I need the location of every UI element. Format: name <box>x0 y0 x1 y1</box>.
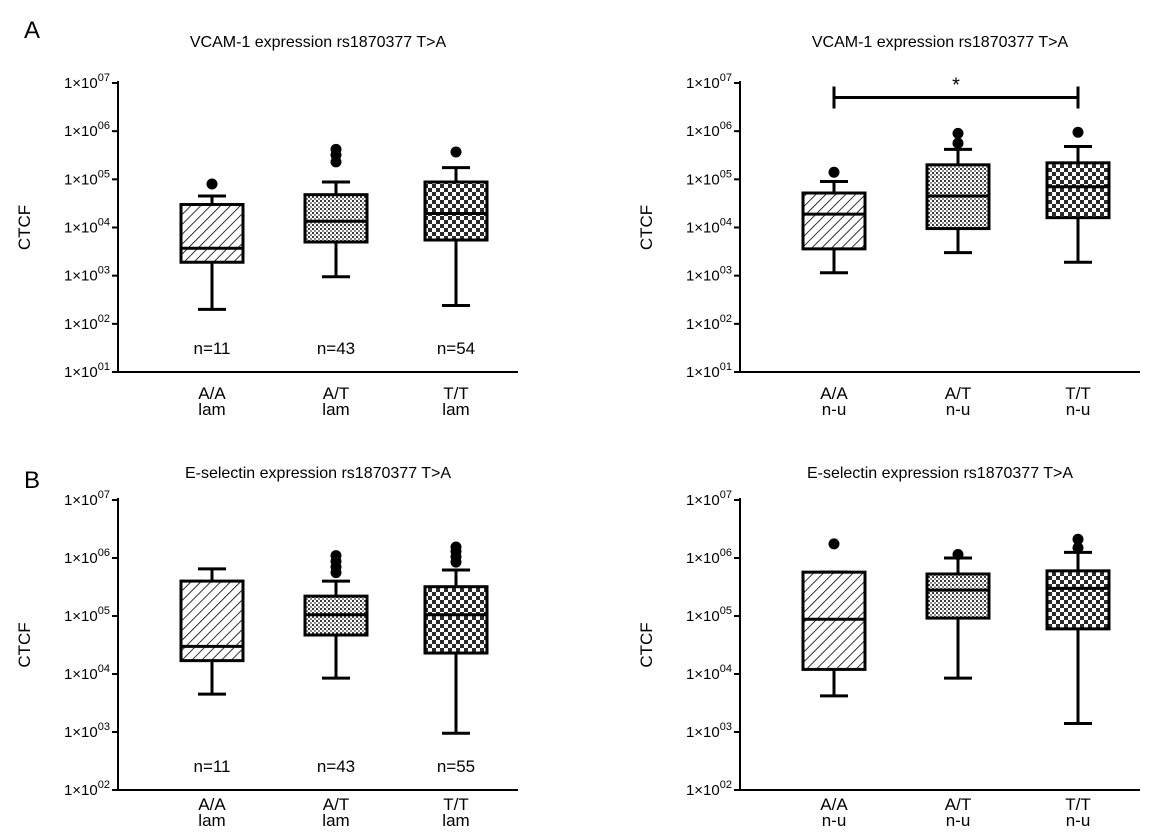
y-axis-label: CTCF <box>15 622 34 667</box>
sample-size-label: n=54 <box>437 339 475 358</box>
sample-size-label: n=11 <box>193 757 230 776</box>
x-category-label: A/T lam <box>322 384 349 419</box>
y-axis-label: CTCF <box>637 622 656 667</box>
x-category-label: T/T lam <box>442 384 469 419</box>
chart-title: VCAM-1 expression rs1870377 T>A <box>190 34 447 51</box>
box-a-a-lam <box>179 178 245 311</box>
y-tick-label: 1×1002 <box>686 779 732 799</box>
y-tick-label: 1×1006 <box>686 547 732 567</box>
box-t-t-lam <box>423 146 489 308</box>
y-tick-label: 1×1007 <box>686 72 732 92</box>
y-tick-label: 1×1002 <box>64 313 110 333</box>
y-axis-label: CTCF <box>637 205 656 250</box>
iqr-box <box>179 579 245 663</box>
chart-eselectin-lam: E-selectin expression rs1870377 T>A CTCF 1… <box>15 465 518 830</box>
sample-size-label: n=43 <box>317 339 355 358</box>
box-t-t-lam <box>423 541 489 735</box>
box-t-t-n-u <box>1045 533 1111 726</box>
chart-vcam1-nu: VCAM-1 expression rs1870377 T>A CTCF 1×100… <box>637 34 1140 419</box>
x-category-label: A/T n-u <box>945 795 971 830</box>
x-category-label: T/T n-u <box>1065 384 1091 419</box>
significance-label: * <box>952 74 960 96</box>
y-tick-label: 1×1007 <box>64 72 110 92</box>
y-tick-label: 1×1006 <box>64 120 110 140</box>
outlier-point <box>828 538 840 550</box>
y-tick-label: 1×1003 <box>686 721 732 741</box>
x-category-label: T/T n-u <box>1065 795 1091 830</box>
box-a-t-n-u <box>925 548 991 680</box>
y-tick-label: 1×1002 <box>686 313 732 333</box>
y-tick-label: 1×1001 <box>64 361 110 381</box>
box-a-a-n-u <box>801 166 867 275</box>
y-tick-label: 1×1003 <box>64 265 110 285</box>
chart-eselectin-nu: E-selectin expression rs1870377 T>A CTCF 1… <box>637 465 1140 830</box>
box-a-a-lam <box>179 567 245 696</box>
chart-title: E-selectin expression rs1870377 T>A <box>807 465 1073 482</box>
iqr-box <box>801 570 867 671</box>
panel-label-b: B <box>24 467 40 494</box>
outlier-point <box>206 178 218 190</box>
y-tick-label: 1×1005 <box>686 605 732 625</box>
y-tick-label: 1×1005 <box>64 605 110 625</box>
y-tick-label: 1×1002 <box>64 779 110 799</box>
y-tick-label: 1×1005 <box>686 168 732 188</box>
chart-title: VCAM-1 expression rs1870377 T>A <box>812 34 1069 51</box>
outlier-point <box>828 166 840 178</box>
box-a-a-n-u <box>801 538 867 698</box>
x-category-label: A/A n-u <box>820 795 848 830</box>
x-category-label: A/A lam <box>198 384 226 419</box>
y-tick-label: 1×1006 <box>64 547 110 567</box>
x-category-label: A/A n-u <box>820 384 848 419</box>
sample-size-label: n=55 <box>437 757 475 776</box>
box-a-t-lam <box>303 143 369 279</box>
y-tick-label: 1×1004 <box>64 663 110 683</box>
box-a-t-lam <box>303 550 369 680</box>
chart-title: E-selectin expression rs1870377 T>A <box>185 465 451 482</box>
x-category-label: A/T n-u <box>945 384 971 419</box>
iqr-box <box>423 180 489 242</box>
iqr-box <box>179 203 245 264</box>
box-a-t-n-u <box>925 127 991 255</box>
iqr-box <box>801 191 867 251</box>
outlier-point <box>952 127 964 139</box>
sample-size-label: n=11 <box>193 339 230 358</box>
outlier-point <box>952 548 964 560</box>
outlier-point <box>1072 126 1084 138</box>
outlier-point <box>450 146 462 158</box>
outlier-point <box>450 541 462 553</box>
panel-label-a: A <box>24 17 40 44</box>
iqr-box <box>925 572 991 620</box>
y-tick-label: 1×1004 <box>686 217 732 237</box>
y-tick-label: 1×1007 <box>686 489 732 509</box>
y-tick-label: 1×1005 <box>64 168 110 188</box>
outlier-point <box>1072 542 1084 554</box>
y-tick-label: 1×1003 <box>686 265 732 285</box>
sample-size-label: n=43 <box>317 757 355 776</box>
outlier-point <box>330 143 342 155</box>
y-tick-label: 1×1004 <box>64 217 110 237</box>
y-tick-label: 1×1006 <box>686 120 732 140</box>
iqr-box <box>1045 569 1111 631</box>
iqr-box <box>303 193 369 244</box>
outlier-point <box>330 550 342 562</box>
y-tick-label: 1×1007 <box>64 489 110 509</box>
y-tick-label: 1×1001 <box>686 361 732 381</box>
outlier-point <box>952 137 964 149</box>
iqr-box <box>423 585 489 655</box>
y-tick-label: 1×1003 <box>64 721 110 741</box>
outlier-point <box>1072 533 1084 545</box>
x-category-label: A/T lam <box>322 795 349 830</box>
box-t-t-n-u <box>1045 126 1111 264</box>
x-category-label: A/A lam <box>198 795 226 830</box>
iqr-box <box>1045 161 1111 220</box>
chart-vcam1-lam: VCAM-1 expression rs1870377 T>A CTCF 1×100… <box>15 34 518 419</box>
x-category-label: T/T lam <box>442 795 469 830</box>
y-tick-label: 1×1004 <box>686 663 732 683</box>
y-axis-label: CTCF <box>15 205 34 250</box>
